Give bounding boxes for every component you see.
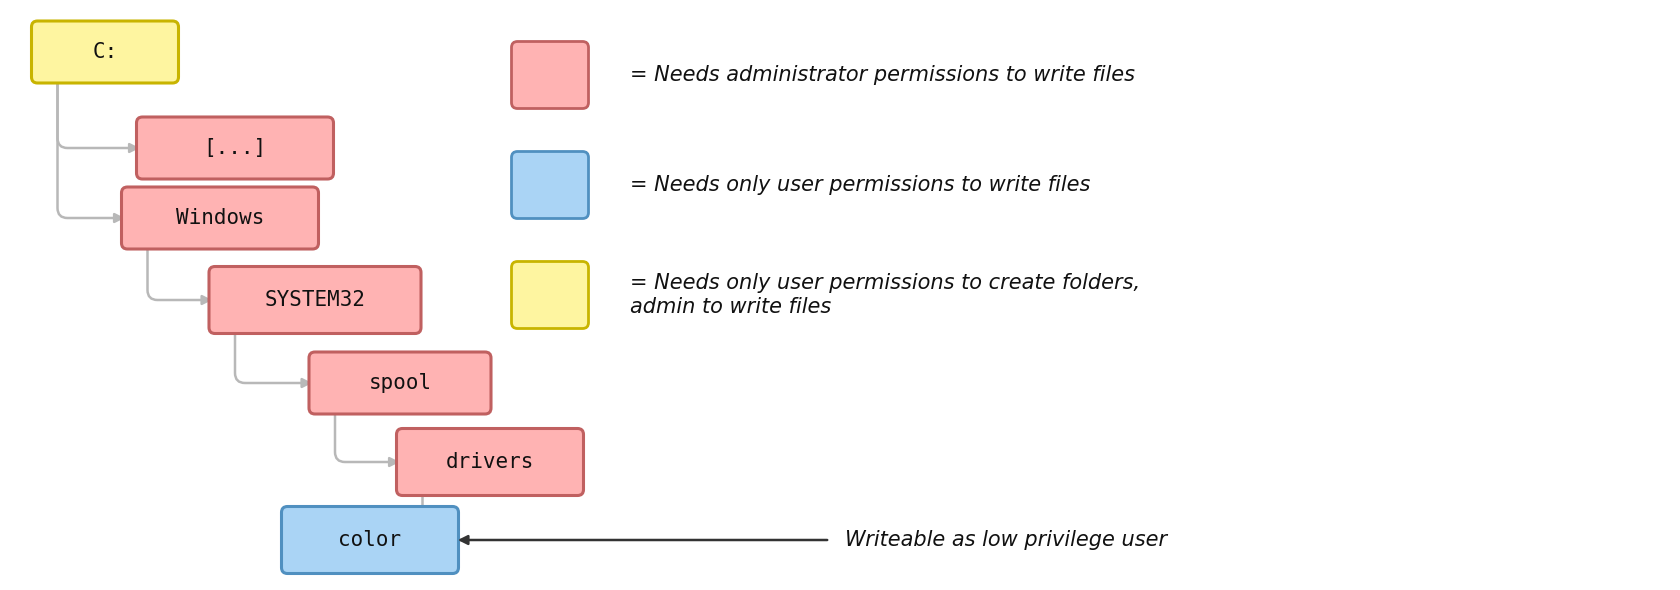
FancyBboxPatch shape bbox=[121, 187, 318, 249]
FancyBboxPatch shape bbox=[511, 152, 588, 218]
Text: drivers: drivers bbox=[445, 452, 534, 472]
Text: = Needs only user permissions to create folders,
admin to write files: = Needs only user permissions to create … bbox=[630, 273, 1139, 317]
Text: C:: C: bbox=[92, 42, 118, 62]
Text: = Needs only user permissions to write files: = Needs only user permissions to write f… bbox=[630, 175, 1090, 195]
FancyBboxPatch shape bbox=[396, 428, 583, 496]
FancyBboxPatch shape bbox=[511, 261, 588, 329]
FancyBboxPatch shape bbox=[208, 267, 420, 333]
Text: SYSTEM32: SYSTEM32 bbox=[264, 290, 365, 310]
FancyBboxPatch shape bbox=[136, 117, 333, 179]
Text: [...]: [...] bbox=[203, 138, 267, 158]
Text: Writeable as low privilege user: Writeable as low privilege user bbox=[845, 530, 1166, 550]
FancyBboxPatch shape bbox=[32, 21, 178, 83]
FancyBboxPatch shape bbox=[511, 41, 588, 109]
Text: = Needs administrator permissions to write files: = Needs administrator permissions to wri… bbox=[630, 65, 1134, 85]
Text: Windows: Windows bbox=[176, 208, 264, 228]
Text: color: color bbox=[338, 530, 402, 550]
FancyBboxPatch shape bbox=[281, 506, 459, 573]
Text: spool: spool bbox=[368, 373, 432, 393]
FancyBboxPatch shape bbox=[309, 352, 491, 414]
